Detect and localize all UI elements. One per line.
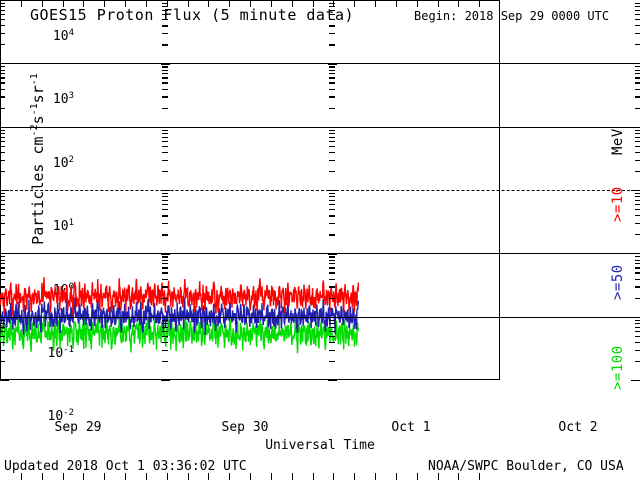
- y-tick-10e2: 102: [52, 154, 74, 172]
- legend-ge10mev: >=10: [610, 186, 626, 222]
- begin-time-label: Begin: 2018 Sep 29 0000 UTC: [414, 9, 610, 23]
- y-tick-10e-2: 10-2: [47, 407, 75, 425]
- legend-unit-mev: MeV: [610, 128, 626, 155]
- legend-ge50mev: >=50: [610, 264, 626, 300]
- flux-traces: [0, 277, 360, 354]
- trace-ge10mev: [0, 277, 360, 317]
- source-credit: NOAA/SWPC Boulder, CO USA: [428, 459, 624, 474]
- x-axis-tick-labels: Sep 29 Sep 30 Oct 1 Oct 2: [0, 420, 640, 440]
- gridline-10e0: [0, 253, 640, 255]
- updated-timestamp: Updated 2018 Oct 1 03:36:02 UTC: [4, 459, 247, 474]
- gridline-10e-1: [0, 316, 640, 318]
- legend-ge100mev: >=100: [610, 345, 626, 390]
- gridline-10e1-dashed: [0, 190, 640, 191]
- x-tick-sep30: Sep 30: [221, 420, 269, 435]
- x-axis-title: Universal Time: [265, 438, 375, 453]
- gridline-10e3: [0, 63, 640, 65]
- trace-ge100mev: [0, 314, 360, 354]
- trace-ge50mev: [0, 297, 360, 335]
- x-tick-sep29: Sep 29: [54, 420, 102, 435]
- gridline-10e2: [0, 126, 640, 128]
- x-tick-oct1: Oct 1: [391, 420, 431, 435]
- y-tick-10e3: 103: [52, 90, 74, 108]
- x-tick-oct2: Oct 2: [558, 420, 598, 435]
- y-tick-10e-1: 10-1: [47, 344, 75, 362]
- page-title: GOES15 Proton Flux (5 minute data): [30, 6, 355, 24]
- y-tick-10e1: 101: [52, 217, 74, 235]
- y-tick-10e4: 104: [52, 27, 74, 45]
